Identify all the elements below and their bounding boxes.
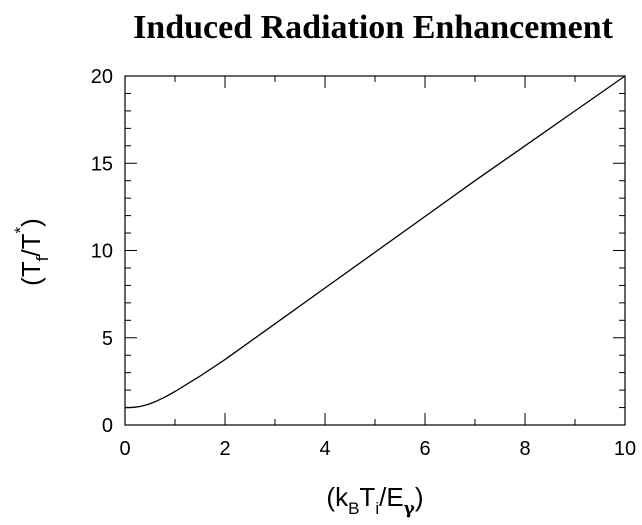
axis-ticks [124,75,626,426]
x-axis-label: (kBTi/Eγ) [326,482,423,519]
x-label-close: ) [415,482,424,512]
x-tick-label: 8 [519,438,530,460]
y-label-close: ) [16,218,46,227]
y-label-sub: f [33,256,52,261]
x-tick-label: 6 [419,438,430,460]
y-label-slash: /T [16,233,46,256]
y-label-open: (T [16,261,46,286]
y-tick-label: 5 [102,328,113,350]
svg-text:(Tf/T*): (Tf/T*) [11,218,52,286]
y-tick-label: 20 [91,66,113,88]
x-tick-label: 10 [614,438,636,460]
x-label-slash: /E [379,482,404,512]
chart-title: Induced Radiation Enhancement [133,9,614,46]
series-line-0 [125,75,626,409]
tick-labels: 0 2 4 6 8 10 0 5 10 15 20 [91,66,636,460]
x-label-sub3: γ [404,499,416,519]
y-label-sup: * [11,226,30,233]
svg-text:(kBTi/Eγ): (kBTi/Eγ) [326,482,423,519]
x-label-sub1: B [348,499,359,518]
x-label-sub2: i [375,499,379,518]
series-group [125,75,626,409]
y-tick-label: 10 [91,241,113,263]
y-tick-label: 0 [102,415,113,437]
x-label-mid: T [359,482,375,512]
x-tick-label: 4 [319,438,330,460]
x-label-open: (k [326,482,349,512]
x-tick-label: 2 [219,438,230,460]
x-tick-label: 0 [119,438,130,460]
y-tick-label: 15 [91,153,113,175]
y-axis-label: (Tf/T*) [11,218,52,286]
